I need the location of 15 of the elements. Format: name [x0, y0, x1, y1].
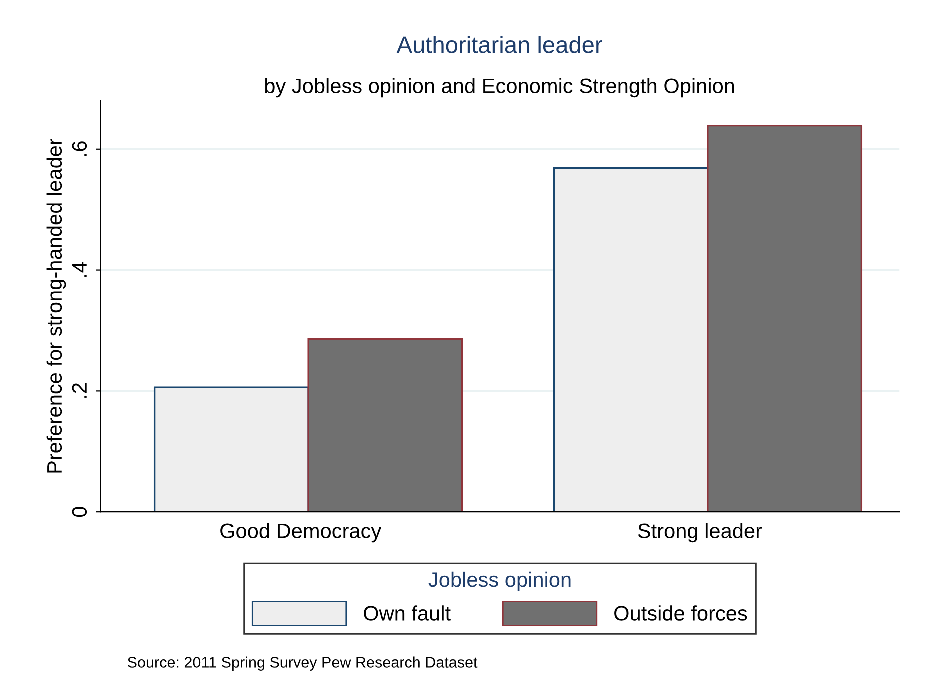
x-tick-label: Good Democracy [220, 523, 382, 543]
y-tick-label: .4 [72, 262, 87, 278]
source-note: Source: 2011 Spring Survey Pew Research Dataset [128, 656, 478, 671]
x-tick-label: Strong leader [638, 523, 762, 543]
y-axis-title: Preference for strong-handed leader [46, 138, 66, 473]
y-tick-label: .6 [72, 142, 88, 156]
chart-title: Authoritarian leader [396, 36, 602, 54]
y-tick-label: 0 [72, 507, 88, 518]
bar [707, 124, 863, 512]
bar [308, 338, 464, 512]
legend-title: Jobless opinion [428, 572, 571, 592]
chart-subtitle: by Jobless opinion and Economic Strength Opinion [265, 78, 734, 98]
y-tick-label: .2 [72, 384, 87, 398]
legend-label: Outside forces [614, 606, 748, 621]
legend-label: Own fault [364, 606, 451, 621]
